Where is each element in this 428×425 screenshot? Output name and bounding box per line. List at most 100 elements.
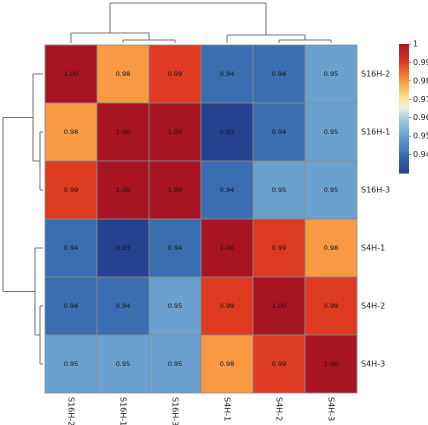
- row-labels: S16H-2 S16H-1 S16H-3 S4H-1 S4H-2 S4H-3: [361, 70, 390, 369]
- heatmap-cell: [148, 44, 202, 104]
- cell-value-label: 0.95: [168, 302, 182, 310]
- legend-tick-label: 0.97: [413, 95, 428, 104]
- legend-gradient-segment: [399, 59, 409, 62]
- legend-gradient-segment: [399, 87, 409, 90]
- cell-value-label: 0.99: [324, 302, 338, 310]
- heatmap-cell: [148, 276, 202, 336]
- heatmap-cell: [252, 160, 306, 220]
- cell-value-label: 1.00: [64, 70, 78, 78]
- legend-gradient-segment: [399, 136, 409, 140]
- legend-gradient-segment: [399, 130, 409, 133]
- cell-value-label: 0.93: [116, 244, 130, 252]
- row-label: S4H-2: [361, 302, 385, 311]
- legend-gradient-segment: [399, 125, 409, 129]
- cell-value-label: 0.94: [272, 128, 286, 136]
- legend-gradient-segment: [399, 93, 409, 97]
- legend-gradient-segment: [399, 106, 409, 110]
- legend-gradient-segment: [399, 119, 409, 122]
- column-dendrogram-branch: [278, 39, 332, 43]
- cell-value-label: 0.94: [64, 302, 78, 310]
- row-label: S4H-1: [361, 244, 385, 253]
- legend-tick-label: 0.96: [413, 113, 428, 122]
- cell-value-label: 0.95: [116, 360, 130, 368]
- heatmap-cell: [200, 102, 254, 162]
- heatmap-cell: [304, 218, 358, 278]
- heatmap-cell: [200, 334, 254, 394]
- row-label: S16H-3: [361, 186, 390, 195]
- legend-gradient-segment: [399, 76, 409, 79]
- legend-gradient-segment: [399, 162, 409, 165]
- cell-value-label: 0.98: [64, 128, 78, 136]
- legend-gradient-segment: [399, 155, 409, 159]
- legend-gradient-segment: [399, 46, 409, 49]
- cell-value-label: 0.98: [220, 360, 234, 368]
- cell-value-label: 0.99: [272, 244, 286, 252]
- legend-gradient-segment: [399, 104, 409, 107]
- legend-gradient-segment: [399, 69, 409, 73]
- legend-gradient-segment: [399, 140, 409, 144]
- legend-gradient-segment: [399, 117, 409, 120]
- heatmap-cell: [44, 276, 98, 336]
- cell-value-label: 0.98: [324, 244, 338, 252]
- heatmap-cell: [252, 334, 306, 394]
- legend-gradient-segment: [399, 132, 409, 135]
- legend-gradient-segment: [399, 121, 409, 125]
- cell-value-label: 1.00: [168, 186, 182, 194]
- column-dendrogram-branch: [70, 32, 150, 43]
- color-legend: 1 0.99 0.98 0.97 0.96 0.95 0.94: [399, 40, 428, 174]
- legend-gradient-segment: [399, 63, 409, 67]
- heatmap-cell: [96, 160, 150, 220]
- legend-tick-label: 1: [413, 40, 418, 49]
- cell-value-label: 0.93: [220, 128, 234, 136]
- column-label: S16H-3: [171, 397, 180, 425]
- cell-value-label: 1.00: [116, 128, 130, 136]
- legend-gradient-segment: [399, 123, 409, 127]
- cell-value-label: 1.00: [272, 302, 286, 310]
- legend-gradient-segment: [399, 74, 409, 77]
- legend-tick-label: 0.99: [413, 58, 428, 67]
- legend-gradient-segment: [399, 50, 409, 54]
- cell-value-label: 0.94: [116, 302, 130, 310]
- legend-gradient-segment: [399, 89, 409, 92]
- cell-value-label: 0.95: [324, 128, 338, 136]
- heatmap-cell: [252, 218, 306, 278]
- cell-value-label: 0.94: [220, 186, 234, 194]
- legend-gradient-segment: [399, 56, 409, 60]
- legend-tick-label: 0.95: [413, 132, 428, 141]
- cell-value-label: 0.99: [272, 360, 286, 368]
- heatmap-cells: 1.00 0.98 0.99 0.94 0.94 0.95 0.98 1.00 1.00 0.93…: [44, 44, 358, 394]
- heatmap-cell: [200, 44, 254, 104]
- heatmap-cell: [304, 44, 358, 104]
- legend-gradient-segment: [399, 166, 409, 170]
- legend-gradient-segment: [399, 151, 409, 155]
- cell-value-label: 1.00: [220, 244, 234, 252]
- cell-value-label: 0.99: [168, 70, 182, 78]
- legend-gradient-segment: [399, 91, 409, 95]
- cell-value-label: 1.00: [324, 360, 338, 368]
- legend-gradient-segment: [399, 164, 409, 168]
- legend-gradient-segment: [399, 153, 409, 157]
- row-label: S16H-1: [361, 128, 390, 137]
- legend-gradient-segment: [399, 97, 409, 101]
- legend-gradient-segment: [399, 170, 409, 174]
- legend-gradient-segment: [399, 145, 409, 148]
- column-label: S16H-1: [119, 397, 128, 425]
- legend-tick-label: 0.94: [413, 150, 428, 159]
- legend-gradient-segment: [399, 78, 409, 82]
- legend-gradient-segment: [399, 160, 409, 163]
- row-dendrogram-branch: [39, 305, 43, 365]
- row-dendrogram-root: [2, 117, 35, 292]
- cell-value-label: 0.99: [64, 186, 78, 194]
- legend-gradient-segment: [399, 134, 409, 138]
- legend-gradient-segment: [399, 112, 409, 116]
- heatmap-cell: [200, 160, 254, 220]
- column-dendrogram-branch: [122, 39, 176, 43]
- row-dendrogram-branch: [32, 73, 43, 162]
- legend-gradient-segment: [399, 80, 409, 84]
- column-label: S4H-1: [223, 397, 232, 421]
- legend-gradient-segment: [399, 82, 409, 86]
- legend-gradient-segment: [399, 54, 409, 58]
- heatmap-cell: [200, 276, 254, 336]
